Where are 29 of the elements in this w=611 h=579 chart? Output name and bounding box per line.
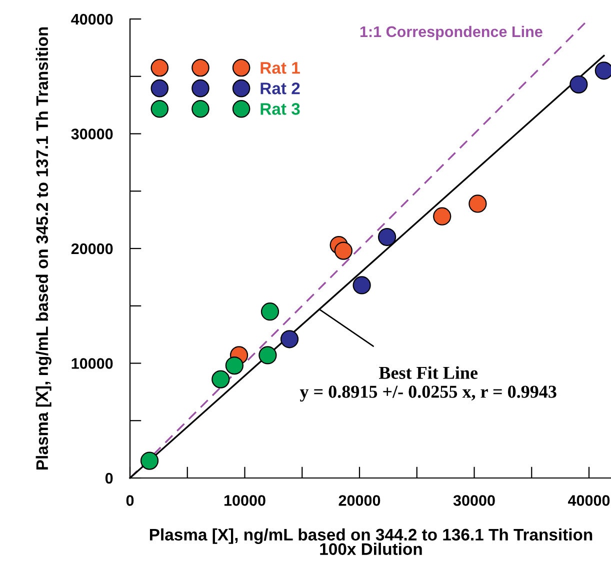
point [140, 452, 159, 470]
point [433, 207, 452, 226]
series-label: 1:1 Correspondence Line [360, 26, 542, 40]
point [468, 194, 487, 213]
x-tick-label: 10000 [224, 495, 266, 506]
legend-label: Rat 3 [260, 103, 300, 115]
x-axis-title: Plasma [X], ng/mL based on 344.2 to 136.1 Th Transition 100x Dilution [150, 528, 592, 555]
y-axis-title: Plasma [X], ng/mL based on 345.2 to 137.1 Th Transition [36, 27, 52, 470]
point [570, 75, 588, 94]
y-tick-label: 0 [105, 472, 113, 484]
y-tick-label: 30000 [71, 128, 113, 140]
y-tick-label: 20000 [71, 243, 113, 254]
legend-label: Rat 2 [260, 82, 300, 94]
x-tick-label: 30000 [453, 495, 495, 506]
point [212, 370, 230, 388]
point [260, 302, 280, 321]
x-tick-label: 20000 [338, 495, 380, 506]
point [334, 242, 352, 260]
point [280, 330, 299, 348]
x-tick-label: 40000 [568, 495, 610, 506]
point [378, 228, 396, 246]
y-tick-label: 40000 [71, 14, 113, 25]
x-tick-label: 0 [126, 495, 134, 506]
legend-label: Rat 1 [260, 62, 300, 74]
point [352, 276, 371, 294]
point [258, 346, 277, 364]
annotation: Best Fit Line y = 0.8915 +/- 0.0255 x, r = 0.9943 [300, 366, 556, 402]
y-tick-label: 10000 [72, 358, 113, 369]
point [225, 356, 244, 375]
